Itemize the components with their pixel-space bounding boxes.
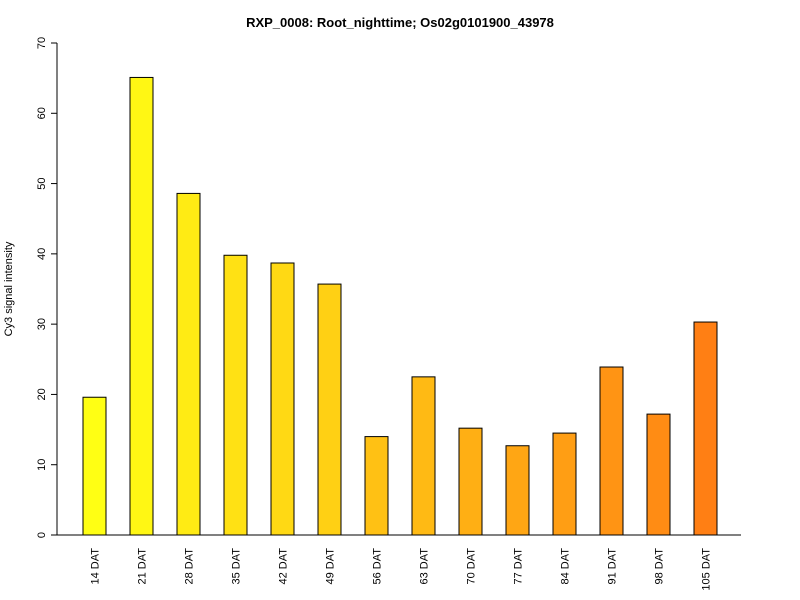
x-tick-label: 28 DAT	[183, 548, 195, 585]
y-tick-label: 20	[36, 388, 48, 400]
x-tick-label: 42 DAT	[277, 548, 289, 585]
x-tick-label: 35 DAT	[230, 548, 242, 585]
bar-98-dat	[646, 413, 671, 536]
y-axis-label: Cy3 signal intensity	[3, 241, 15, 336]
y-tick-label: 40	[36, 248, 48, 260]
bar-35-dat	[223, 254, 248, 536]
y-tick-label: 0	[36, 532, 48, 538]
x-tick-label: 49 DAT	[324, 548, 336, 585]
bar-28-dat	[176, 192, 201, 536]
bar-105-dat	[693, 321, 718, 536]
x-tick-label: 84 DAT	[559, 548, 571, 585]
y-axis: 0 10 20 30 40 50 60 70	[36, 37, 58, 538]
x-tick-label: 91 DAT	[606, 548, 618, 585]
y-tick-label: 30	[36, 318, 48, 330]
x-tick-label: 63 DAT	[418, 548, 430, 585]
x-tick-label: 105 DAT	[700, 548, 712, 591]
bar-84-dat	[552, 432, 577, 536]
bar-42-dat	[270, 262, 295, 536]
x-tick-label: 98 DAT	[653, 548, 665, 585]
y-tick-label: 10	[36, 459, 48, 471]
bar-91-dat	[599, 366, 624, 536]
bar-77-dat	[505, 445, 530, 536]
x-axis: 14 DAT 21 DAT 28 DAT 35 DAT 42 DAT 49 DAT 56 D…	[57, 534, 741, 591]
x-tick-label: 70 DAT	[465, 548, 477, 585]
bar-49-dat	[317, 283, 342, 536]
y-tick-label: 70	[36, 37, 48, 49]
bar-56-dat	[364, 436, 389, 536]
bar-21-dat	[129, 76, 154, 536]
bars-group	[82, 76, 718, 536]
x-tick-label: 56 DAT	[371, 548, 383, 585]
bar-63-dat	[411, 376, 436, 536]
x-tick-label: 77 DAT	[512, 548, 524, 585]
y-tick-label: 50	[36, 177, 48, 189]
chart-title: RXP_0008: Root_nighttime; Os02g0101900_4…	[246, 15, 554, 30]
y-tick-label: 60	[36, 107, 48, 119]
bar-70-dat	[458, 427, 483, 536]
x-tick-label: 21 DAT	[136, 548, 148, 585]
x-tick-label: 14 DAT	[89, 548, 101, 585]
bar-14-dat	[82, 396, 107, 536]
